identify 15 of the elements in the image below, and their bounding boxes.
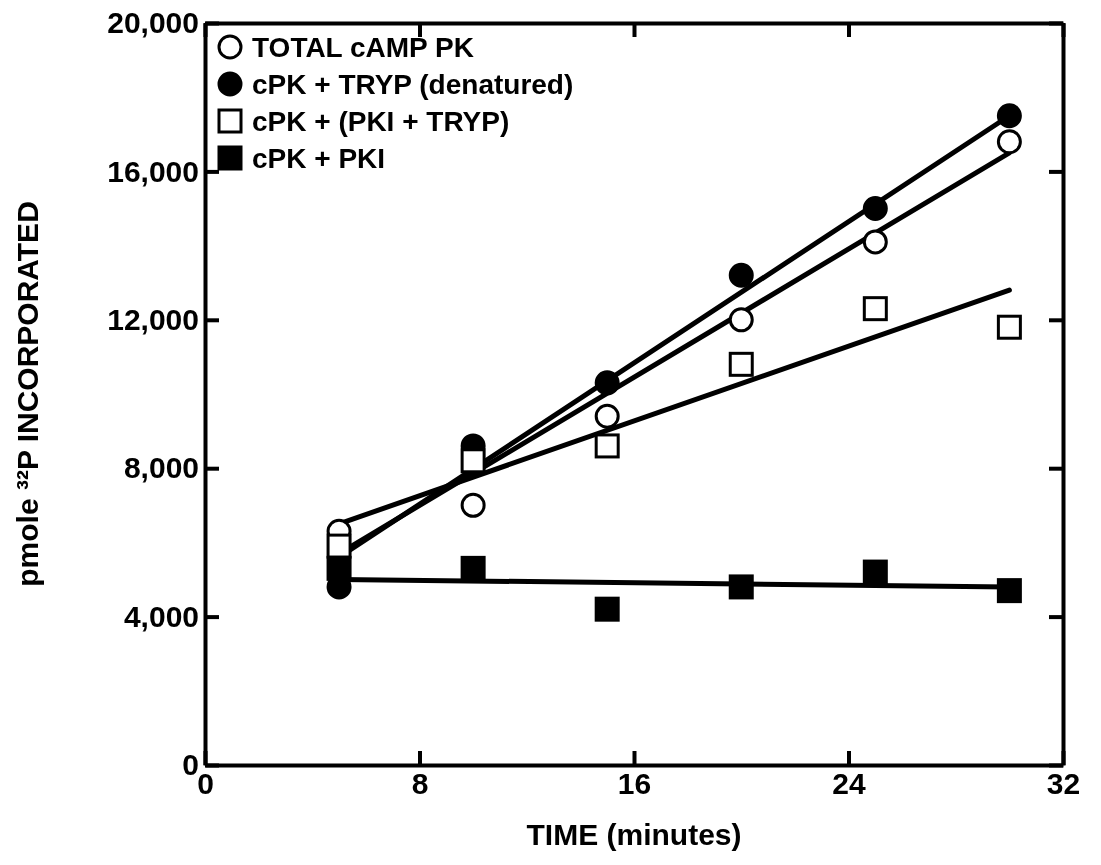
x-axis-title: TIME (minutes): [526, 818, 742, 851]
x-tick-label: 8: [411, 767, 429, 801]
legend-label: TOTAL cAMP PK: [252, 32, 474, 63]
x-tick-label: 24: [832, 767, 866, 801]
y-tick-label: 12,000: [107, 302, 199, 336]
x-tick-label: 32: [1046, 767, 1081, 801]
y-tick-label: 20,000: [107, 6, 199, 40]
legend-label: cPK + TRYP (denatured): [252, 69, 574, 100]
x-tick-label: 16: [617, 767, 652, 801]
legend-label: cPK + (PKI + TRYP): [252, 106, 510, 137]
y-tick-label: 8,000: [123, 451, 199, 485]
y-tick-label: 16,000: [107, 154, 199, 188]
y-tick-label: 4,000: [123, 599, 199, 633]
legend-label: cPK + PKI: [252, 143, 386, 174]
y-axis-title: pmole ³²P INCORPORATED: [11, 201, 44, 587]
